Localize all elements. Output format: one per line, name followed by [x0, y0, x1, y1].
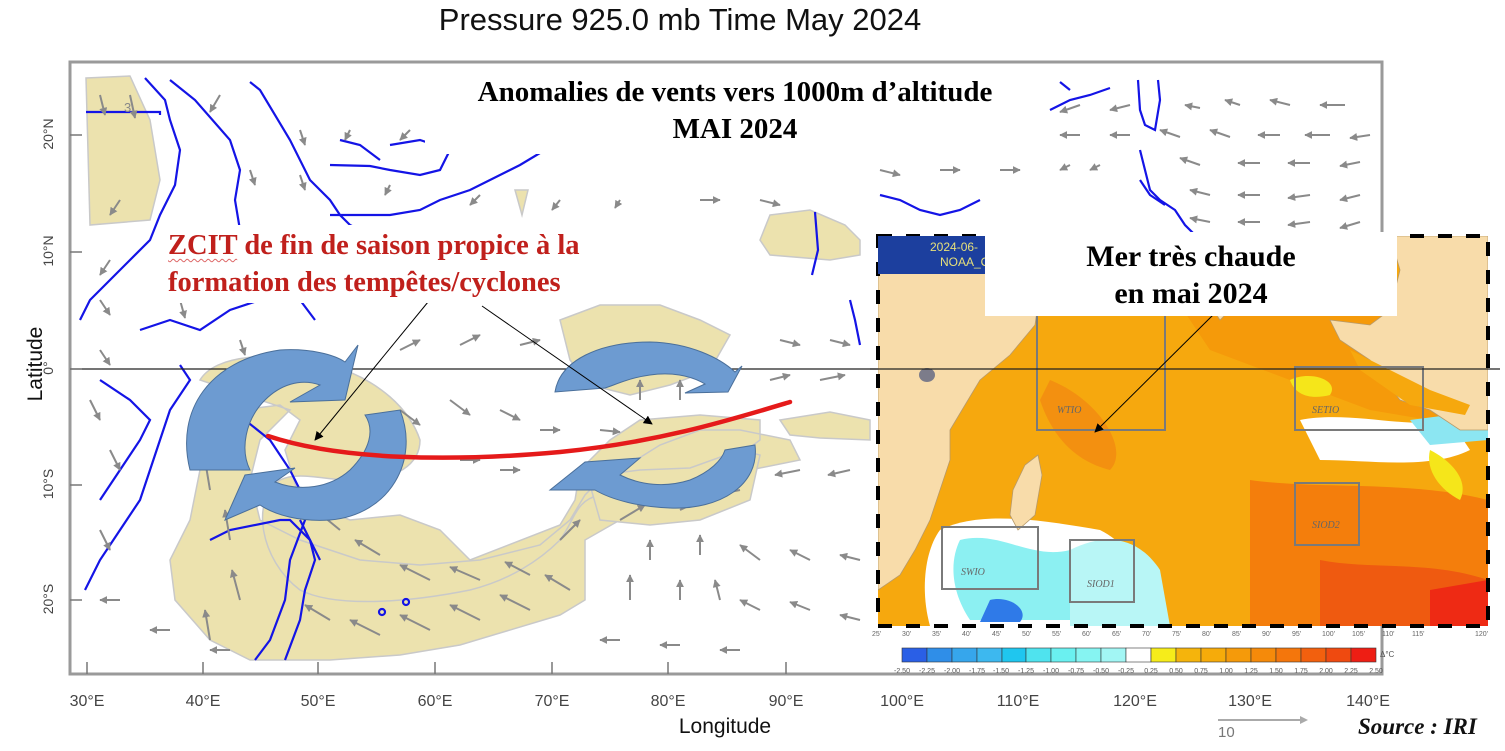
- reference-vector-label: 10: [1218, 724, 1235, 741]
- cyclonic-rotation-arrow-east-bottom: [548, 444, 756, 509]
- wind-vectors: [89, 94, 1371, 654]
- contour-label: 3: [124, 100, 132, 115]
- region-label-siod2: SIOD2: [1312, 520, 1340, 531]
- lon-tick-80e: 80°E: [650, 693, 686, 710]
- cyclonic-rotation-arrow-west-top: [186, 344, 359, 471]
- sst-lon-tick: 30': [902, 631, 912, 638]
- lon-tick-130e: 130°E: [1228, 693, 1272, 710]
- region-label-wtio: WTIO: [1057, 405, 1082, 416]
- lon-tick-60e: 60°E: [417, 693, 453, 710]
- colorbar-tick: -2.25: [919, 668, 935, 675]
- colorbar-tick: -2.00: [944, 668, 960, 675]
- zcit-pointer-left: [314, 301, 429, 441]
- axis-ticks: [70, 134, 787, 674]
- colorbar-tick: -1.25: [1018, 668, 1034, 675]
- lon-tick-110e: 110°E: [996, 693, 1040, 710]
- map-title: Pressure 925.0 mb Time May 2024: [0, 2, 1360, 38]
- itcz-line: [265, 399, 793, 460]
- lon-tick-50e: 50°E: [300, 693, 336, 710]
- cyclonic-rotation-arrow-west-bottom: [224, 409, 407, 521]
- sst-lon-tick: 75': [1172, 631, 1182, 638]
- colorbar-tick: -0.25: [1118, 668, 1134, 675]
- zcit-pointer-right: [481, 305, 653, 425]
- anomaly-title: Anomalies de vents vers 1000m d’altitude…: [425, 70, 1045, 154]
- colorbar-tick: 2.50: [1369, 668, 1383, 675]
- colorbar-tick: 2.00: [1319, 668, 1333, 675]
- lon-tick-120e: 120°E: [1113, 693, 1157, 710]
- region-label-siod1: SIOD1: [1087, 579, 1115, 590]
- lon-tick-30e: 30°E: [69, 693, 105, 710]
- colorbar-tick: -2.50: [894, 668, 910, 675]
- sst-lon-tick: 85': [1232, 631, 1242, 638]
- sst-lon-tick: 70': [1142, 631, 1152, 638]
- sst-lon-tick: 110': [1382, 631, 1395, 638]
- sst-lon-tick: 25': [872, 631, 882, 638]
- zcit-word: ZCIT: [168, 230, 238, 261]
- lon-tick-100e: 100°E: [880, 693, 924, 710]
- colorbar-tick: 1.75: [1294, 668, 1308, 675]
- sst-lon-tick: 40': [962, 631, 972, 638]
- colorbar-tick: -0.75: [1068, 668, 1084, 675]
- source-credit: Source : IRI: [1358, 714, 1477, 739]
- sst-header: 2024-06- NOAA_O: [878, 236, 988, 274]
- colorbar-tick: -1.00: [1043, 668, 1059, 675]
- colorbar-tick: -1.75: [969, 668, 985, 675]
- sst-date: 2024-06-: [930, 240, 979, 254]
- cyclonic-rotation-arrow-east-top: [554, 341, 743, 394]
- sst-lon-tick: 105': [1352, 631, 1366, 638]
- colorbar-tick: -1.50: [993, 668, 1009, 675]
- sst-lon-tick: 35': [932, 631, 942, 638]
- colorbar-tick: -0.50: [1093, 668, 1109, 675]
- sst-source: NOAA_O: [940, 255, 988, 269]
- x-axis-label: Longitude: [678, 715, 772, 738]
- colorbar-tick: 0.75: [1194, 668, 1208, 675]
- anomaly-title-line2: MAI 2024: [672, 113, 798, 145]
- zcit-line2: formation des tempêtes/cyclones: [168, 267, 561, 298]
- lon-tick-70e: 70°E: [534, 693, 570, 710]
- colorbar-tick: 1.50: [1269, 668, 1283, 675]
- sst-lon-tick: 115': [1412, 631, 1425, 638]
- anomaly-title-line1: Anomalies de vents vers 1000m d’altitude: [477, 76, 993, 108]
- sst-lon-tick: 100': [1322, 631, 1336, 638]
- sst-lon-tick: 95': [1292, 631, 1302, 638]
- sst-lon-tick: 55': [1052, 631, 1062, 638]
- warm-sea-line1: Mer très chaude: [1086, 240, 1296, 273]
- lon-tick-140e: 140°E: [1346, 693, 1390, 710]
- sst-lon-tick: 90': [1262, 631, 1272, 638]
- colorbar-tick: 1.25: [1244, 668, 1258, 675]
- lon-tick-90e: 90°E: [768, 693, 804, 710]
- colorbar-tick: 0.25: [1144, 668, 1158, 675]
- sst-colorbar: [901, 647, 1377, 663]
- region-label-swio: SWIO: [961, 567, 985, 578]
- colorbar-tick: 1.00: [1219, 668, 1233, 675]
- sst-lon-tick: 120': [1475, 631, 1489, 638]
- region-label-setio: SETIO: [1312, 405, 1340, 416]
- sst-lon-tick: 80': [1202, 631, 1212, 638]
- itcz-annotation: ZCIT de fin de saison propice à la forma…: [160, 225, 686, 303]
- sst-lon-tick: 45': [992, 631, 1002, 638]
- zcit-line1-rest: de fin de saison propice à la: [237, 230, 580, 261]
- sst-lon-tick: 60': [1082, 631, 1092, 638]
- lon-tick-40e: 40°E: [185, 693, 221, 710]
- sst-unit: Δ°C: [1380, 650, 1395, 659]
- sst-lon-tick: 50': [1022, 631, 1032, 638]
- warm-sea-pointer: [1094, 312, 1216, 433]
- colorbar-tick: 0.50: [1169, 668, 1183, 675]
- warm-sea-annotation: Mer très chaude en mai 2024: [985, 232, 1397, 316]
- colorbar-tick: 2.25: [1344, 668, 1358, 675]
- sst-lon-tick: 65': [1112, 631, 1122, 638]
- warm-sea-line2: en mai 2024: [1114, 277, 1268, 310]
- map-title-text: Pressure 925.0 mb Time May 2024: [438, 2, 922, 37]
